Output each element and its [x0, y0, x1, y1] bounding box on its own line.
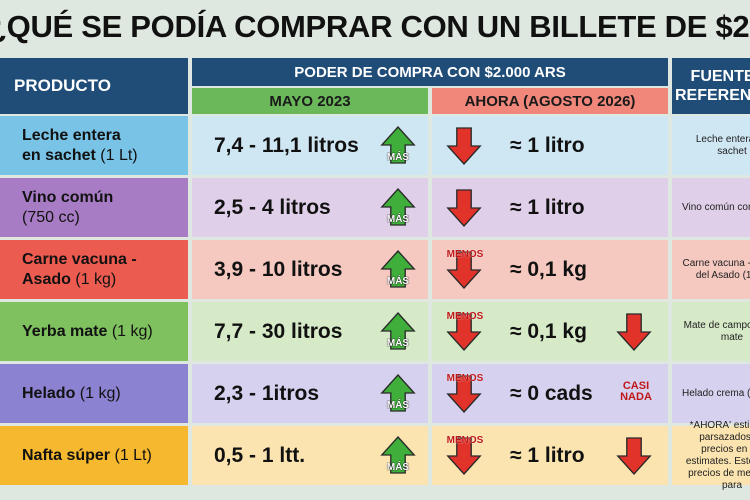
mayo-value: 0,5 - 1 ltt.: [214, 443, 306, 467]
casi-nada-line1: CASI: [622, 380, 650, 392]
fuente-cell: Mate de campo yerba mate: [672, 302, 750, 361]
mayo-value: 7,7 - 30 litros: [214, 319, 343, 343]
fuente-text: Leche entera en sachet: [695, 133, 750, 157]
mas-label: MÁS: [386, 214, 410, 225]
header-poder-compra: PODER DE COMPRA CON $2.000 ARS: [192, 58, 668, 86]
arrow-up-icon: [380, 373, 416, 412]
producto-cell: Leche entera en sachet (1 Lt): [0, 116, 188, 175]
arrow-down-icon: [446, 437, 482, 476]
arrow-down-icon: [446, 189, 482, 228]
arrow-up-icon: [380, 249, 416, 288]
mas-label: MÁS: [386, 338, 410, 349]
header-mayo-2023: MAYO 2023: [192, 88, 428, 114]
fuente-cell: *AHORA' estimado parsazados en precios e…: [672, 420, 750, 491]
producto-cell: Nafta súper (1 Lt): [0, 426, 188, 485]
fuente-text: Vino común communn: [682, 201, 750, 213]
arrow-down-icon: [446, 127, 482, 166]
producto-name-line1: Yerba mate: [22, 322, 108, 340]
producto-cell: Helado (1 kg): [0, 364, 188, 423]
ahora-value: ≈ 0,1 kg: [510, 257, 587, 281]
arrow-down-icon: [446, 313, 482, 352]
casi-nada-line2: NADA: [620, 391, 652, 403]
fuente-cell: Vino común communn: [672, 178, 750, 237]
ahora-value: ≈ 1 litro: [510, 195, 585, 219]
arrow-up-icon: [380, 435, 416, 474]
menos-label: MENOS: [446, 373, 484, 384]
mayo-value-cell: 2,5 - 4 litros: [192, 178, 428, 237]
producto-unit: (1 kg): [111, 322, 153, 340]
arrow-up-icon: [380, 187, 416, 226]
producto-name-line2: Asado: [22, 270, 71, 288]
menos-label: MENOS: [446, 249, 484, 260]
mas-label: MÁS: [386, 400, 410, 411]
producto-unit: (1 Lt): [100, 146, 138, 164]
mayo-value: 2,3 - 1itros: [214, 381, 320, 405]
mayo-value-cell: 7,4 - 11,1 litros: [192, 116, 428, 175]
producto-name: Yerba mate (1 kg): [22, 322, 153, 342]
casi-nada-label: CASI NADA: [612, 381, 660, 403]
fuente-text: Helado crema (1 kg): [682, 387, 750, 399]
page-title: ¿QUÉ SE PODÍA COMPRAR CON UN BILLETE DE …: [0, 9, 750, 44]
producto-cell: Vino común (750 cc): [0, 178, 188, 237]
menos-label: MENOS: [446, 435, 484, 446]
producto-unit: (1 kg): [79, 384, 121, 402]
producto-unit: (1 kg): [75, 270, 117, 288]
fuente-text: Carne vacuna - Asado del Asado (1 kg): [682, 257, 750, 281]
mas-label: MÁS: [386, 152, 410, 163]
mayo-value: 7,4 - 11,1 litros: [214, 133, 359, 157]
header-ahora: AHORA (AGOSTO 2026): [432, 88, 668, 114]
mas-label: MÁS: [386, 276, 410, 287]
arrow-down-icon: [616, 437, 652, 476]
arrow-down-icon: [616, 313, 652, 352]
mayo-value: 3,9 - 10 litros: [214, 257, 343, 281]
producto-name-line1: Vino común: [22, 188, 114, 206]
fuente-text: Mate de campo yerba mate: [683, 319, 750, 343]
producto-unit: (1 Lt): [114, 446, 152, 464]
producto-name-line1: Leche entera: [22, 126, 121, 144]
arrow-up-icon: [380, 125, 416, 164]
arrow-up-icon: [380, 311, 416, 350]
fuente-text: *AHORA' estimado parsazados en precios e…: [685, 419, 750, 491]
mayo-value: 2,5 - 4 litros: [214, 195, 331, 219]
ahora-value: ≈ 1 litro: [510, 443, 585, 467]
fuente-cell: Helado crema (1 kg): [672, 364, 750, 423]
producto-name-line1: Nafta súper: [22, 446, 111, 464]
header-fuente-line1: FUENTE /: [690, 68, 750, 85]
producto-cell: Yerba mate (1 kg): [0, 302, 188, 361]
ahora-value: ≈ 1 litro: [510, 133, 585, 157]
producto-name-line2: en sachet: [22, 146, 96, 164]
fuente-cell: Leche entera en sachet: [672, 116, 750, 175]
arrow-down-icon: [446, 375, 482, 414]
header-producto: PRODUCTO: [0, 58, 188, 114]
header-fuente: FUENTE / REFERENCIA: [672, 58, 750, 114]
ahora-value: ≈ 0,1 kg: [510, 319, 587, 343]
producto-name-line1: Carne vacuna -: [22, 250, 137, 268]
producto-name-line1: Helado: [22, 384, 76, 402]
producto-name: Carne vacuna - Asado (1 kg): [22, 250, 137, 290]
producto-name: Helado (1 kg): [22, 384, 121, 404]
arrow-down-icon: [446, 251, 482, 290]
ahora-value: ≈ 0 cads: [510, 381, 593, 405]
menos-label: MENOS: [446, 311, 484, 322]
producto-name: Vino común (750 cc): [22, 188, 113, 228]
header-fuente-line2: REFERENCIA: [674, 87, 750, 104]
producto-cell: Carne vacuna - Asado (1 kg): [0, 240, 188, 299]
producto-name: Leche entera en sachet (1 Lt): [22, 126, 138, 166]
producto-name: Nafta súper (1 Lt): [22, 446, 152, 466]
mas-label: MÁS: [386, 462, 410, 473]
mayo-value-cell: 0,5 - 1 ltt.: [192, 426, 428, 485]
producto-unit: (750 cc): [22, 208, 80, 226]
fuente-cell: Carne vacuna - Asado del Asado (1 kg): [672, 240, 750, 299]
